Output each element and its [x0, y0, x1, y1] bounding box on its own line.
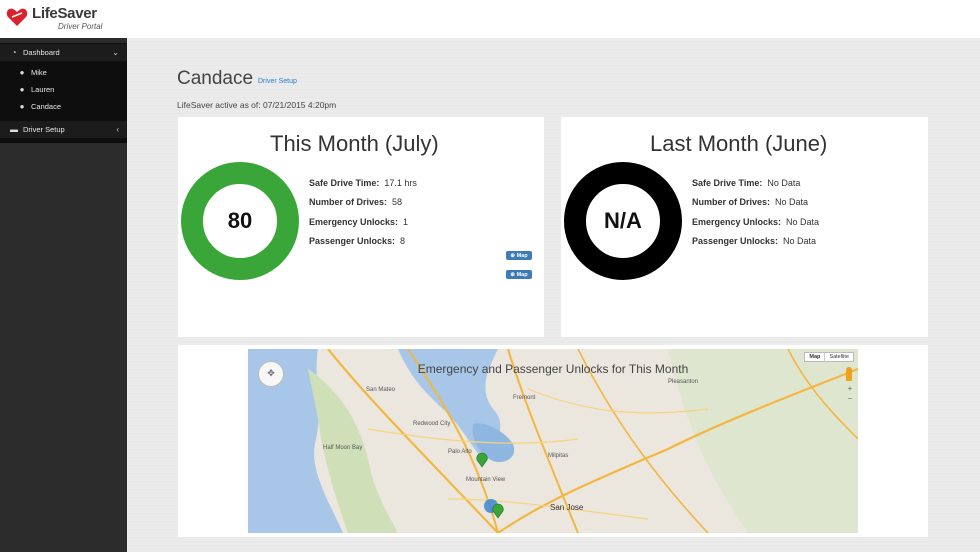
- stat-value: No Data: [767, 177, 801, 188]
- map-label-san-mateo: San Mateo: [366, 387, 396, 393]
- globe-icon: ⊕: [510, 252, 517, 259]
- this-month-card: This Month (July) 80 Safe Drive Time: 17…: [178, 117, 544, 337]
- stat-value: 58: [392, 197, 403, 208]
- unlocks-map[interactable]: San Mateo Fremont Palo Alto Milpitas Mou…: [248, 349, 858, 533]
- stat-label: Safe Drive Time:: [692, 177, 763, 188]
- map-tiles: [248, 349, 858, 533]
- score-donut: N/A: [563, 161, 683, 281]
- user-icon: ●: [19, 102, 25, 111]
- stat-label: Emergency Unlocks:: [692, 216, 782, 227]
- sidebar-item-label: Candace: [31, 102, 62, 111]
- heart-logo-icon: [6, 8, 28, 26]
- map-label-san-jose: San Jose: [550, 503, 584, 512]
- map-label-half-moon-bay: Half Moon Bay: [323, 445, 363, 451]
- emergency-map-button[interactable]: ⊕ Map: [506, 251, 532, 260]
- zoom-in-icon[interactable]: +: [847, 384, 853, 393]
- stat-row: Passenger Unlocks: 8: [309, 232, 417, 252]
- stat-row: Number of Drives: 58: [309, 193, 417, 213]
- user-icon: ●: [19, 85, 25, 94]
- stat-row: Number of Drives: No Data: [692, 193, 819, 213]
- map-label-palo-alto: Palo Alto: [448, 449, 472, 455]
- sidebar-item-label: Dashboard: [23, 48, 60, 57]
- stat-row: Safe Drive Time: 17.1 hrs: [309, 173, 417, 193]
- score-donut-chart: [564, 162, 682, 280]
- unlocks-map-card: San Mateo Fremont Palo Alto Milpitas Mou…: [178, 345, 928, 537]
- last-month-card: Last Month (June) N/A Safe Drive Time: N…: [561, 117, 928, 337]
- stat-value: No Data: [783, 236, 817, 247]
- dashboard-icon: ◔: [11, 48, 17, 57]
- score-ring-bg: [181, 162, 299, 280]
- active-since-text: LifeSaver active as of: 07/21/2015 4:20p…: [177, 100, 337, 110]
- stat-label: Safe Drive Time:: [309, 177, 380, 188]
- globe-icon: ⊕: [510, 271, 517, 278]
- last-month-stats: Safe Drive Time: No Data Number of Drive…: [692, 173, 819, 251]
- score-value: N/A: [604, 208, 642, 233]
- stat-row: Safe Drive Time: No Data: [692, 173, 819, 193]
- map-label-pleasanton: Pleasanton: [668, 379, 699, 385]
- stat-value: No Data: [786, 216, 820, 227]
- map-label-mountain-view: Mountain View: [466, 477, 506, 483]
- stat-label: Passenger Unlocks:: [309, 236, 396, 247]
- sidebar-item-label: Mike: [31, 68, 47, 77]
- stat-label: Number of Drives:: [692, 197, 771, 208]
- stat-value: 8: [400, 236, 406, 247]
- stat-label: Passenger Unlocks:: [692, 236, 779, 247]
- card-title: Last Month (June): [650, 131, 828, 156]
- stat-label: Number of Drives:: [309, 197, 388, 208]
- main-content: Candace Driver Setup LifeSaver active as…: [127, 38, 980, 552]
- chevron-down-icon: ⌄: [112, 48, 119, 57]
- stat-value: 17.1 hrs: [384, 177, 417, 188]
- map-type-satellite-button[interactable]: Satellite: [829, 354, 849, 360]
- sidebar-item-lauren[interactable]: ● Lauren: [0, 81, 127, 98]
- brand-logo[interactable]: LifeSaver Driver Portal: [6, 4, 136, 34]
- map-title: Emergency and Passenger Unlocks for This…: [417, 362, 689, 376]
- score-value: 80: [227, 208, 253, 233]
- page-title: Candace: [177, 68, 254, 89]
- top-bar: LifeSaver Driver Portal: [0, 0, 980, 39]
- driver-setup-link[interactable]: Driver Setup: [258, 78, 297, 85]
- card-title: This Month (July): [270, 131, 439, 156]
- score-donut-chart: [181, 162, 299, 280]
- sidebar-item-driver-setup[interactable]: ▬ Driver Setup ‹: [0, 121, 127, 138]
- car-icon: ▬: [10, 125, 18, 134]
- this-month-stats: Safe Drive Time: 17.1 hrs Number of Driv…: [309, 173, 417, 251]
- map-label-milpitas: Milpitas: [548, 453, 569, 459]
- pan-control-icon[interactable]: ✥: [258, 361, 284, 387]
- sidebar-item-dashboard[interactable]: ◔ Dashboard ⌄: [0, 44, 127, 61]
- map-button-label: Map: [516, 271, 528, 278]
- map-label-redwood-city: Redwood City: [413, 421, 451, 427]
- sidebar-item-mike[interactable]: ● Mike: [0, 64, 127, 81]
- sidebar-item-label: Lauren: [31, 85, 55, 94]
- brand-subtitle: Driver Portal: [58, 22, 103, 31]
- map-label-fremont: Fremont: [513, 395, 536, 401]
- map-button-label: Map: [516, 252, 528, 259]
- score-ring: [564, 162, 682, 280]
- sidebar-item-label: Driver Setup: [23, 125, 65, 134]
- brand-title: LifeSaver: [32, 5, 97, 22]
- map-type-control: Map Satellite: [804, 352, 854, 362]
- stat-row: Emergency Unlocks: No Data: [692, 212, 819, 232]
- stat-value: No Data: [775, 197, 809, 208]
- stat-label: Emergency Unlocks:: [309, 216, 399, 227]
- map-type-map-button[interactable]: Map: [805, 353, 826, 361]
- user-icon: ●: [19, 68, 25, 77]
- street-view-pegman-icon[interactable]: [846, 367, 852, 381]
- score-donut: 80: [180, 161, 300, 281]
- chevron-left-icon: ‹: [116, 125, 119, 134]
- stat-row: Emergency Unlocks: 1: [309, 212, 417, 232]
- passenger-map-button[interactable]: ⊕ Map: [506, 270, 532, 279]
- stat-row: Passenger Unlocks: No Data: [692, 232, 819, 252]
- zoom-out-icon[interactable]: −: [847, 394, 853, 403]
- stat-value: 1: [403, 216, 409, 227]
- sidebar-item-candace[interactable]: ● Candace: [0, 98, 127, 115]
